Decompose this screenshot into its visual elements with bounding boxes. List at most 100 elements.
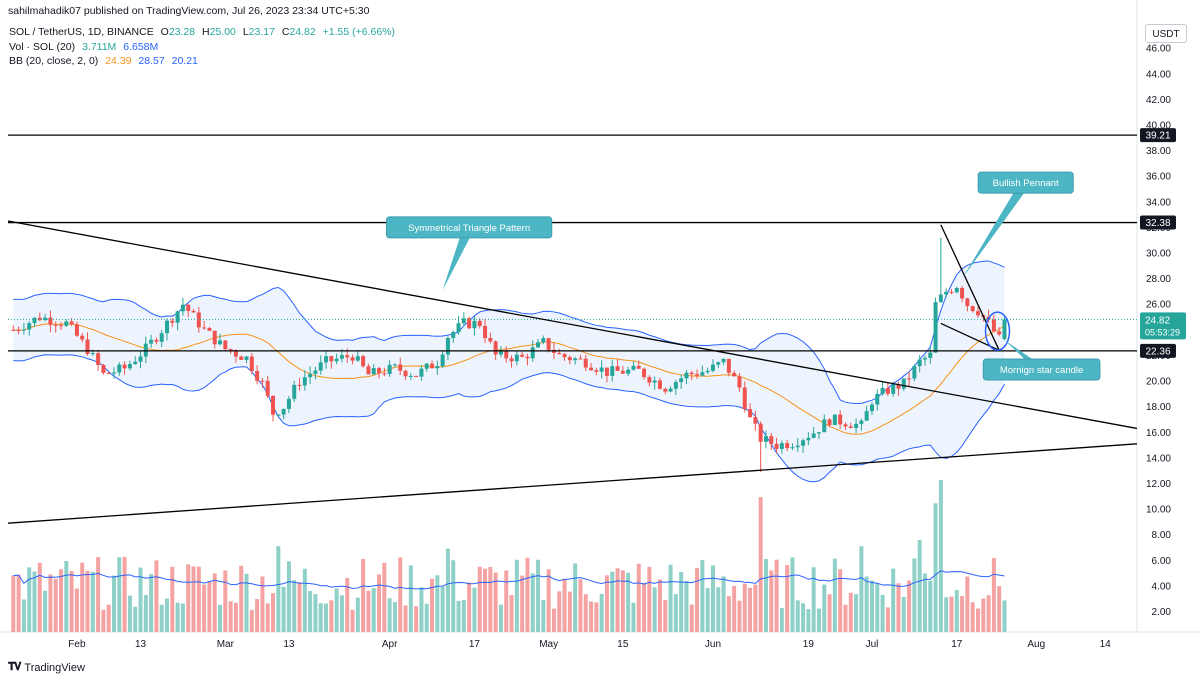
volume-bar xyxy=(37,562,42,632)
currency-selector[interactable]: USDT xyxy=(1145,24,1187,43)
candle-body xyxy=(133,361,138,365)
volume-bar xyxy=(196,566,201,632)
volume-bar xyxy=(901,596,906,632)
candle-body xyxy=(143,343,148,357)
level-price-tag xyxy=(1140,343,1176,358)
x-tick-label: 13 xyxy=(283,639,295,650)
volume-bar xyxy=(695,567,700,632)
volume-bar xyxy=(180,603,185,632)
volume-bar xyxy=(477,566,482,632)
volume-bar xyxy=(271,593,276,632)
volume-bar xyxy=(811,567,816,632)
candle-body xyxy=(779,443,784,449)
candle-body xyxy=(382,373,387,375)
candle-body xyxy=(657,380,662,389)
candle-body xyxy=(525,356,530,359)
volume-bar xyxy=(408,565,413,632)
candle-body xyxy=(933,302,938,353)
volume-bar xyxy=(451,560,456,632)
candle-body xyxy=(387,364,392,374)
candle-body xyxy=(912,366,917,379)
candle-body xyxy=(975,311,980,316)
volume-bar xyxy=(43,590,48,632)
candle-body xyxy=(954,287,959,293)
volume-bar xyxy=(573,563,578,632)
y-tick-label: 30.00 xyxy=(1146,249,1171,260)
candle-body xyxy=(726,358,731,373)
candle-body xyxy=(302,377,307,386)
volume-bar xyxy=(689,604,694,632)
candle-body xyxy=(901,378,906,389)
candle-body xyxy=(663,388,668,392)
level-price-label: 32.38 xyxy=(1145,218,1170,229)
volume-bar xyxy=(679,571,684,632)
candle-body xyxy=(112,372,117,374)
volume-bar xyxy=(255,598,260,632)
candle-body xyxy=(451,332,456,339)
volume-bar xyxy=(64,561,69,632)
candle-body xyxy=(514,354,519,362)
candle-body xyxy=(127,364,132,369)
candle-body xyxy=(138,356,143,362)
volume-bar xyxy=(143,594,148,632)
volume-bar xyxy=(822,584,827,632)
ohlc-low-label: L xyxy=(242,26,249,38)
candle-body xyxy=(604,367,609,376)
candle-body xyxy=(85,339,90,354)
callout-label: Symmetrical Triangle Pattern xyxy=(408,223,530,234)
candle-body xyxy=(668,388,673,392)
last-price-label: 24.82 xyxy=(1145,315,1170,326)
volume-bar xyxy=(912,558,917,632)
candle-body xyxy=(705,370,710,373)
candle-body xyxy=(366,366,371,375)
volume-bar xyxy=(377,574,382,632)
volume-bar xyxy=(636,563,641,632)
volume-bar xyxy=(928,580,933,632)
candle-body xyxy=(578,358,583,360)
volume-bar xyxy=(313,594,318,632)
volume-bar xyxy=(880,594,885,632)
candle-body xyxy=(695,374,700,376)
symbol-legend: SOL / TetherUS, 1D, BINANCE O23.28 H25.0… xyxy=(9,26,395,38)
candle-body xyxy=(806,437,811,441)
y-tick-label: 36.00 xyxy=(1146,172,1171,183)
candle-body xyxy=(286,398,291,409)
candle-body xyxy=(758,423,763,442)
candle-body xyxy=(212,330,217,345)
candle-body xyxy=(80,335,85,340)
volume-bar xyxy=(48,574,53,632)
volume-bar xyxy=(965,576,970,632)
bb-upper-value: 28.57 xyxy=(138,55,165,67)
x-tick-label: 19 xyxy=(803,639,815,650)
volume-bar xyxy=(742,583,747,632)
volume-bar xyxy=(917,540,922,632)
volume-bar xyxy=(954,589,959,632)
volume-bar xyxy=(509,595,514,632)
volume-bar xyxy=(239,565,244,632)
candle-body xyxy=(239,356,244,360)
volume-bar xyxy=(700,560,705,632)
candle-body xyxy=(838,414,843,425)
candle-body xyxy=(907,378,912,380)
candle-body xyxy=(69,321,74,325)
volume-bar xyxy=(785,565,790,632)
volume-bar xyxy=(159,604,164,632)
volume-bar xyxy=(610,571,615,632)
volume-bar xyxy=(260,576,265,632)
x-tick-label: Feb xyxy=(68,639,86,650)
volume-bar xyxy=(816,608,821,632)
candle-body xyxy=(737,376,742,388)
x-tick-label: Mar xyxy=(217,639,235,650)
candle-body xyxy=(557,352,562,355)
volume-bar xyxy=(85,570,90,632)
candle-body xyxy=(202,327,207,329)
volume-bar xyxy=(620,570,625,632)
candle-body xyxy=(769,436,774,444)
candle-body xyxy=(843,424,848,427)
volume-ma-line xyxy=(13,570,1005,590)
volume-bar xyxy=(74,588,79,632)
candle-body xyxy=(944,291,949,295)
callout-pointer xyxy=(962,182,1032,279)
volume-bar xyxy=(631,602,636,632)
